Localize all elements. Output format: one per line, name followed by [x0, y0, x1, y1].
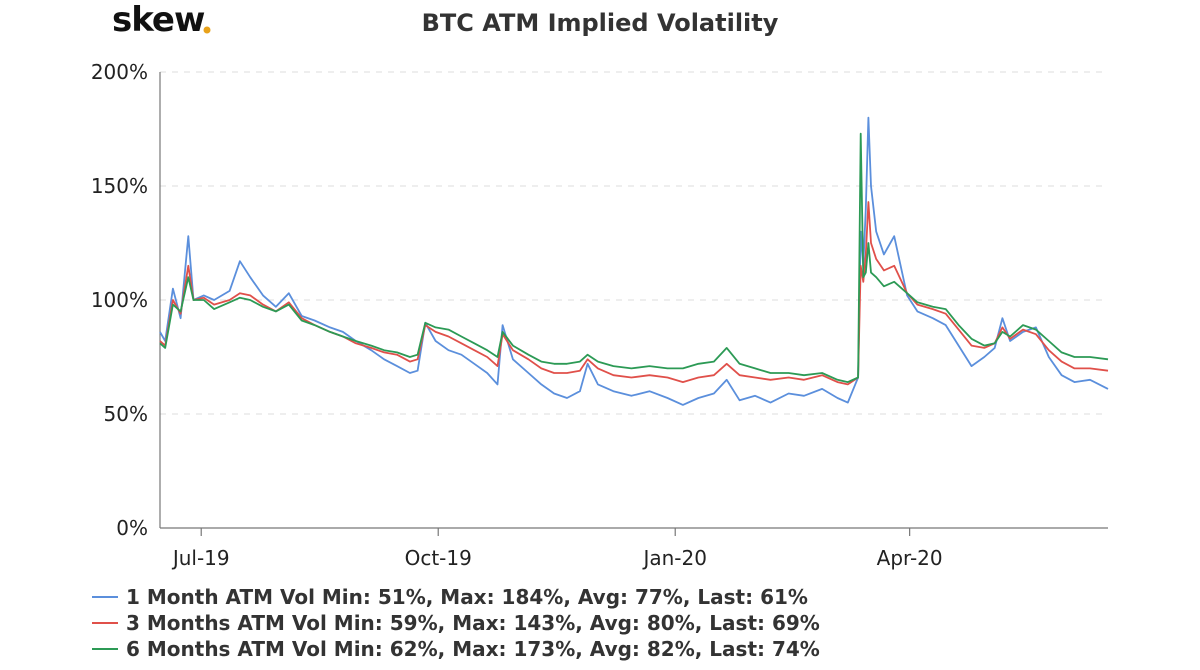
x-tick-label: Apr-20 [877, 546, 943, 570]
x-tick-label: Oct-19 [405, 546, 472, 570]
y-tick-label: 100% [91, 288, 148, 312]
y-tick-label: 200% [91, 60, 148, 84]
y-tick-label: 50% [104, 402, 148, 426]
series-line-1 [159, 116, 1109, 406]
series-lines [159, 116, 1109, 406]
skew-logo[interactable]: skew [112, 0, 211, 40]
y-tick-labels: 0% 50% 100% 150% 200% [91, 60, 148, 540]
x-ticks: Jul-19 Oct-19 Jan-20 Apr-20 [171, 528, 943, 570]
x-tick-label: Jan-20 [641, 546, 707, 570]
legend: 1 Month ATM Vol Min: 51%, Max: 184%, Avg… [92, 585, 820, 661]
axes [159, 72, 1108, 529]
legend-entry-2: 3 Months ATM Vol Min: 59%, Max: 143%, Av… [126, 611, 820, 635]
y-tick-label: 0% [116, 516, 148, 540]
series-line-3 [159, 132, 1109, 384]
legend-entry-1: 1 Month ATM Vol Min: 51%, Max: 184%, Avg… [126, 585, 808, 609]
series-line-2 [159, 201, 1109, 386]
y-tick-label: 150% [91, 174, 148, 198]
legend-entry-3: 6 Months ATM Vol Min: 62%, Max: 173%, Av… [126, 637, 820, 661]
chart-title: BTC ATM Implied Volatility [422, 9, 779, 37]
logo-text: skew [112, 0, 205, 40]
grid-lines [160, 71, 1108, 415]
x-tick-label: Jul-19 [171, 546, 230, 570]
logo-dot [203, 26, 211, 34]
